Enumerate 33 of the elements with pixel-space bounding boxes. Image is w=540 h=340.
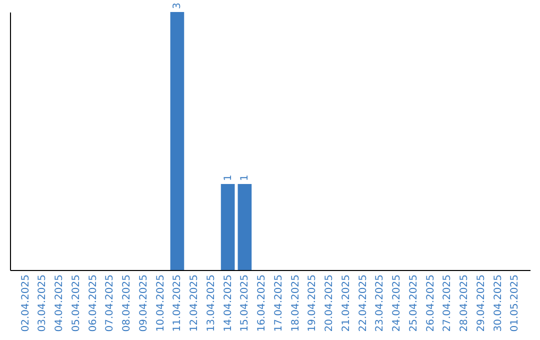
x-tick-label: 09.04.2025 bbox=[138, 274, 150, 332]
x-tick-label: 03.04.2025 bbox=[37, 274, 48, 332]
x-tick-label: 10.04.2025 bbox=[155, 274, 166, 332]
x-tick-label: 01.05.2025 bbox=[510, 274, 521, 332]
x-tick-label: 17.04.2025 bbox=[273, 274, 284, 332]
x-tick-label: 18.04.2025 bbox=[290, 274, 302, 332]
x-tick-label: 07.04.2025 bbox=[104, 274, 116, 332]
x-tick-label: 02.04.2025 bbox=[20, 274, 32, 332]
x-tick-label: 20.04.2025 bbox=[324, 274, 336, 332]
x-tick-label: 30.04.2025 bbox=[492, 274, 504, 332]
data-label: 3 bbox=[172, 2, 184, 9]
x-tick-label: 15.04.2025 bbox=[240, 274, 251, 332]
x-tick-label: 13.04.2025 bbox=[206, 274, 217, 332]
x-tick-label: 04.04.2025 bbox=[54, 274, 66, 332]
x-tick-label: 26.04.2025 bbox=[425, 274, 436, 332]
x-tick-label: 27.04.2025 bbox=[442, 274, 454, 332]
data-label: 1 bbox=[240, 174, 251, 181]
x-tick-label: 14.04.2025 bbox=[222, 274, 234, 332]
x-tick-label: 19.04.2025 bbox=[307, 274, 318, 332]
x-tick-label: 24.04.2025 bbox=[392, 274, 403, 332]
x-tick-label: 12.04.2025 bbox=[189, 274, 200, 332]
x-tick-label: 21.04.2025 bbox=[340, 274, 352, 332]
x-tick-label: 28.04.2025 bbox=[459, 274, 470, 332]
x-tick-label: 25.04.2025 bbox=[408, 274, 420, 332]
data-label: 1 bbox=[222, 174, 234, 181]
x-tick-label: 29.04.2025 bbox=[476, 274, 487, 332]
x-tick-label: 11.04.2025 bbox=[172, 274, 184, 332]
x-tick-label: 05.04.2025 bbox=[70, 274, 82, 332]
x-tick-label: 23.04.2025 bbox=[374, 274, 386, 332]
x-tick-label: 08.04.2025 bbox=[122, 274, 133, 332]
x-tick-label: 16.04.2025 bbox=[256, 274, 268, 332]
x-tick-label: 22.04.2025 bbox=[358, 274, 369, 332]
x-tick-label: 06.04.2025 bbox=[88, 274, 99, 332]
